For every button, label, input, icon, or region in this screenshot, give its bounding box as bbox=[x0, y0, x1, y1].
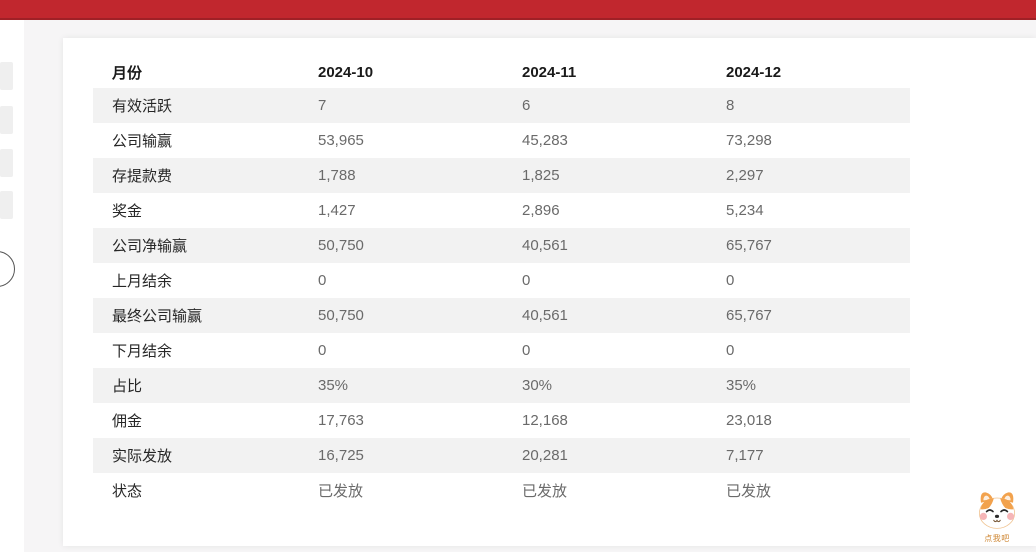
row-value: 1,788 bbox=[318, 167, 356, 184]
row-label: 有效活跃 bbox=[112, 98, 173, 115]
row-value: 5,234 bbox=[726, 202, 764, 219]
header-col-2024-11: 2024-11 bbox=[522, 63, 577, 81]
shiba-dog-icon bbox=[973, 492, 1021, 534]
row-value: 23,018 bbox=[726, 412, 772, 429]
row-label: 公司净输赢 bbox=[112, 238, 188, 255]
table-row: 下月结余 0 0 0 bbox=[93, 333, 910, 368]
row-value: 已发放 bbox=[318, 483, 364, 500]
page-background: 月份 2024-10 2024-11 2024-12 有效活跃 7 6 8 公司输赢 53… bbox=[0, 20, 1036, 552]
row-value: 2,896 bbox=[522, 202, 560, 219]
row-value: 65,767 bbox=[726, 307, 772, 324]
row-value: 0 bbox=[318, 342, 327, 359]
table-row: 上月结余 0 0 0 bbox=[93, 263, 910, 298]
row-value: 53,965 bbox=[318, 132, 364, 149]
row-value: 65,767 bbox=[726, 237, 772, 254]
row-value: 20,281 bbox=[522, 447, 568, 464]
row-value: 0 bbox=[522, 272, 531, 289]
left-panel-sliver bbox=[0, 20, 24, 552]
row-value: 8 bbox=[726, 97, 735, 114]
header-col-2024-10: 2024-10 bbox=[318, 63, 374, 81]
row-value: 7,177 bbox=[726, 447, 764, 464]
row-value: 17,763 bbox=[318, 412, 364, 429]
table-row: 状态 已发放 已发放 已发放 bbox=[93, 473, 910, 508]
row-value: 73,298 bbox=[726, 132, 772, 149]
row-value: 40,561 bbox=[522, 307, 568, 324]
table-row: 佣金 17,763 12,168 23,018 bbox=[93, 403, 910, 438]
row-value: 已发放 bbox=[522, 483, 568, 500]
row-label: 最终公司输赢 bbox=[112, 308, 203, 325]
report-card: 月份 2024-10 2024-11 2024-12 有效活跃 7 6 8 公司输赢 53… bbox=[63, 38, 1036, 546]
mascot-caption: 点我吧 bbox=[984, 534, 1010, 543]
row-label: 占比 bbox=[112, 378, 143, 395]
header-col-2024-12: 2024-12 bbox=[726, 63, 782, 81]
row-value: 45,283 bbox=[522, 132, 568, 149]
sidebar-skeleton-block bbox=[0, 106, 13, 134]
header-month-label: 月份 bbox=[112, 64, 143, 82]
row-value: 30% bbox=[522, 377, 553, 394]
row-value: 0 bbox=[522, 342, 531, 359]
row-label: 佣金 bbox=[112, 413, 143, 430]
row-label: 实际发放 bbox=[112, 448, 173, 465]
table-row: 存提款费 1,788 1,825 2,297 bbox=[93, 158, 910, 193]
table-body: 有效活跃 7 6 8 公司输赢 53,965 45,283 73,298 存提款费 1,788 1,… bbox=[93, 88, 910, 508]
row-value: 1,825 bbox=[522, 167, 560, 184]
row-value: 35% bbox=[726, 377, 757, 394]
top-red-bar bbox=[0, 0, 1036, 20]
sidebar-skeleton-block bbox=[0, 62, 13, 90]
row-label: 奖金 bbox=[112, 203, 143, 220]
mascot-widget[interactable]: 点我吧 bbox=[971, 490, 1023, 544]
row-value: 1,427 bbox=[318, 202, 356, 219]
table-header-row: 月份 2024-10 2024-11 2024-12 bbox=[93, 56, 910, 88]
row-label: 下月结余 bbox=[112, 343, 173, 360]
row-value: 6 bbox=[522, 97, 531, 114]
table-row: 占比 35% 30% 35% bbox=[93, 368, 910, 403]
row-label: 状态 bbox=[112, 483, 143, 500]
table-row: 公司净输赢 50,750 40,561 65,767 bbox=[93, 228, 910, 263]
table-row: 有效活跃 7 6 8 bbox=[93, 88, 910, 123]
row-value: 0 bbox=[318, 272, 327, 289]
row-label: 存提款费 bbox=[112, 168, 173, 185]
row-value: 12,168 bbox=[522, 412, 568, 429]
row-value: 35% bbox=[318, 377, 349, 394]
row-value: 0 bbox=[726, 272, 735, 289]
table-row: 最终公司输赢 50,750 40,561 65,767 bbox=[93, 298, 910, 333]
sidebar-skeleton-block bbox=[0, 191, 13, 219]
row-value: 已发放 bbox=[726, 483, 772, 500]
row-value: 40,561 bbox=[522, 237, 568, 254]
row-label: 上月结余 bbox=[112, 273, 173, 290]
table-row: 奖金 1,427 2,896 5,234 bbox=[93, 193, 910, 228]
row-value: 16,725 bbox=[318, 447, 364, 464]
row-value: 50,750 bbox=[318, 307, 364, 324]
sidebar-skeleton-block bbox=[0, 149, 13, 177]
row-value: 7 bbox=[318, 97, 327, 114]
table-row: 实际发放 16,725 20,281 7,177 bbox=[93, 438, 910, 473]
table-row: 公司输赢 53,965 45,283 73,298 bbox=[93, 123, 910, 158]
row-value: 0 bbox=[726, 342, 735, 359]
row-value: 50,750 bbox=[318, 237, 364, 254]
monthly-report-table: 月份 2024-10 2024-11 2024-12 有效活跃 7 6 8 公司输赢 53… bbox=[93, 56, 910, 508]
row-label: 公司输赢 bbox=[112, 133, 173, 150]
row-value: 2,297 bbox=[726, 167, 764, 184]
